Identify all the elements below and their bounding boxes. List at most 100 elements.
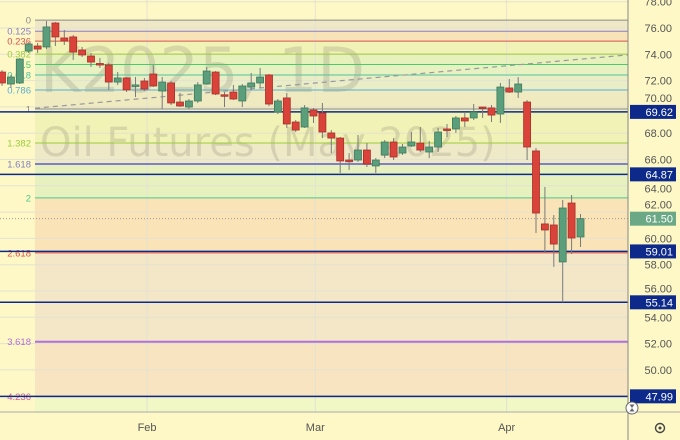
candle-body bbox=[300, 107, 309, 128]
settings-button[interactable] bbox=[654, 422, 666, 434]
candle-body bbox=[434, 131, 443, 148]
candle-body bbox=[398, 146, 407, 154]
candle-body bbox=[451, 117, 460, 130]
fib-band bbox=[35, 54, 628, 65]
fib-level-label: 1 bbox=[26, 105, 31, 116]
candle-body bbox=[389, 141, 398, 158]
candle-body bbox=[202, 70, 211, 85]
candle-body bbox=[576, 218, 585, 238]
candle-body bbox=[345, 159, 354, 162]
y-tick-label: 62.00 bbox=[644, 200, 672, 212]
candle-body bbox=[33, 45, 42, 50]
y-tick-label: 50.00 bbox=[644, 365, 672, 377]
y-tick-label: 68.00 bbox=[644, 128, 672, 140]
fib-band bbox=[35, 396, 628, 412]
candle-body bbox=[229, 91, 238, 100]
fib-level-label: 2 bbox=[26, 193, 31, 204]
fib-level-label: 0.236 bbox=[7, 37, 31, 48]
candle-body bbox=[158, 81, 167, 92]
candles bbox=[0, 21, 585, 303]
candle-body bbox=[193, 84, 202, 102]
candle-body bbox=[541, 223, 549, 231]
candle-body bbox=[558, 207, 567, 263]
y-axis-ticks: 78.00 76.00 74.00 72.00 70.00 68.00 66.00 64.00… bbox=[644, 0, 672, 377]
candle-body bbox=[549, 224, 558, 245]
last-price-label: 61.50 bbox=[645, 214, 673, 226]
candle-body bbox=[336, 137, 345, 162]
hourglass-icon bbox=[625, 401, 639, 415]
candle-body bbox=[140, 80, 149, 90]
fib-level-label: 1.382 bbox=[7, 138, 31, 149]
candle-body bbox=[354, 149, 362, 161]
candle-body bbox=[505, 87, 514, 93]
candle-body bbox=[87, 55, 95, 63]
fib-band bbox=[35, 252, 628, 342]
y-tick-label: 52.00 bbox=[644, 339, 672, 351]
price-labels: 69.62 64.87 59.01 55.14 47.99 61.50 bbox=[630, 104, 676, 404]
fib-band bbox=[35, 41, 628, 55]
fib-band bbox=[35, 163, 628, 198]
y-tick-label: 66.00 bbox=[644, 155, 672, 167]
price-line-label: 47.99 bbox=[645, 391, 673, 403]
candle-body bbox=[104, 64, 113, 83]
candle-body bbox=[131, 84, 140, 87]
fib-band bbox=[35, 75, 628, 90]
candle-body bbox=[211, 71, 220, 95]
fib-level-label: 4.236 bbox=[7, 392, 31, 403]
fib-level-label: 0.5 bbox=[18, 60, 31, 71]
candle-body bbox=[184, 100, 193, 108]
fib-band bbox=[35, 341, 628, 397]
candle-body bbox=[371, 159, 380, 167]
y-tick-label: 74.00 bbox=[644, 49, 672, 61]
y-tick-label: 78.00 bbox=[644, 0, 672, 9]
candle-body bbox=[69, 36, 78, 53]
watermark-symbol: K2025, 1D bbox=[40, 34, 365, 107]
candle-body bbox=[122, 77, 131, 91]
candle-body bbox=[514, 83, 523, 93]
candle-body bbox=[24, 43, 33, 52]
candle-body bbox=[256, 76, 265, 84]
candle-body bbox=[282, 97, 291, 125]
fib-band bbox=[35, 142, 628, 164]
fib-level-label: 0 bbox=[26, 16, 31, 27]
fib-band bbox=[35, 197, 628, 253]
candle-body bbox=[273, 100, 282, 113]
candle-body bbox=[60, 37, 69, 42]
fib-level-label: 2.618 bbox=[7, 248, 31, 259]
price-line-label: 59.01 bbox=[645, 246, 673, 258]
candle-body bbox=[0, 71, 6, 84]
gear-icon bbox=[654, 422, 666, 434]
candle-body bbox=[309, 109, 318, 117]
fib-level-label: 1.618 bbox=[7, 159, 31, 170]
candle-body bbox=[247, 82, 256, 88]
y-tick-label: 58.00 bbox=[644, 260, 672, 272]
y-tick-label: 64.00 bbox=[644, 183, 672, 195]
candle-body bbox=[318, 112, 327, 133]
price-line-label-bg bbox=[630, 295, 676, 310]
y-tick-label: 70.00 bbox=[644, 93, 672, 105]
x-tick-label: Apr bbox=[498, 422, 515, 434]
fib-band bbox=[35, 64, 628, 76]
x-tick-label: Feb bbox=[138, 422, 157, 434]
candle-body bbox=[478, 106, 487, 109]
price-line-label: 64.87 bbox=[645, 169, 673, 181]
fib-level-label: 0.786 bbox=[7, 85, 31, 96]
y-tick-label: 72.00 bbox=[644, 76, 672, 88]
replay-timer-button[interactable] bbox=[625, 401, 639, 415]
fib-level-label: 3.618 bbox=[7, 337, 31, 348]
candle-body bbox=[487, 107, 496, 116]
price-line-label-bg bbox=[630, 104, 676, 119]
candle-body bbox=[380, 141, 389, 156]
candle-body bbox=[496, 86, 505, 115]
candle-body bbox=[532, 150, 540, 214]
y-tick-label: 76.00 bbox=[644, 23, 672, 35]
price-line-label: 55.14 bbox=[645, 297, 673, 309]
fib-level-label: 0.125 bbox=[7, 27, 31, 38]
candle-body bbox=[78, 49, 86, 56]
candle-body bbox=[523, 101, 531, 148]
candle-body bbox=[291, 121, 300, 131]
candle-body bbox=[567, 202, 576, 239]
price-line-label-bg bbox=[630, 167, 676, 182]
price-line-label-bg bbox=[630, 244, 676, 259]
